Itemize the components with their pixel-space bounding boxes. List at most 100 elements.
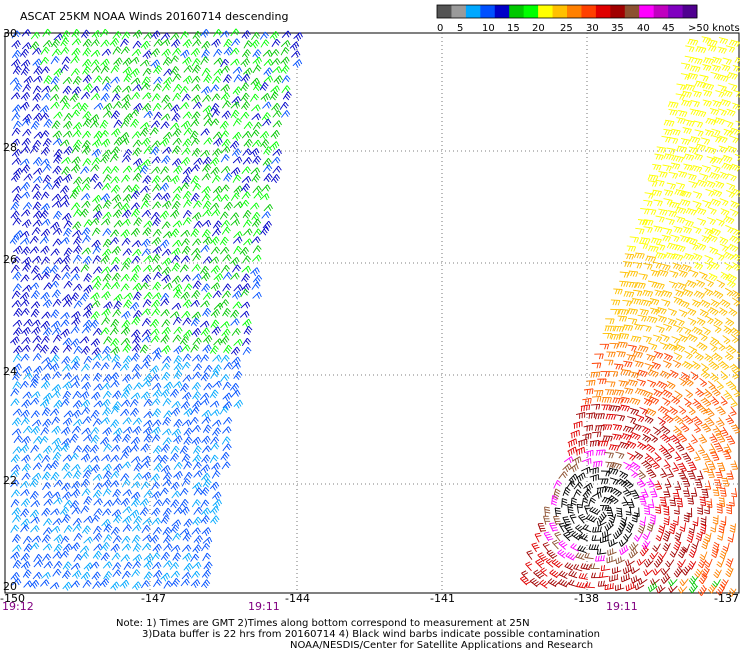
wind-barb xyxy=(200,499,210,508)
wind-barb xyxy=(119,137,130,146)
wind-barb xyxy=(91,391,101,401)
wind-barb xyxy=(584,552,594,560)
wind-barb xyxy=(585,582,595,589)
wind-barb xyxy=(131,316,141,326)
wind-barb xyxy=(655,306,667,315)
wind-barb xyxy=(232,301,242,309)
wind-barb xyxy=(153,463,163,472)
wind-barb xyxy=(590,403,601,410)
wind-barb xyxy=(616,478,628,488)
wind-barb xyxy=(53,149,63,158)
wind-barb xyxy=(141,379,152,388)
wind-barb xyxy=(132,172,142,182)
wind-barb xyxy=(91,65,101,74)
wind-barb xyxy=(619,470,629,480)
wind-barb xyxy=(180,31,189,40)
wind-barb xyxy=(191,111,201,121)
wind-barb xyxy=(649,433,658,443)
wind-barb xyxy=(684,84,696,92)
wind-barb xyxy=(93,75,103,84)
wind-barb xyxy=(30,391,41,399)
wind-barb xyxy=(709,246,719,255)
wind-barb xyxy=(71,156,81,166)
wind-barb xyxy=(170,407,181,417)
wind-barb xyxy=(219,30,230,38)
wind-barb xyxy=(122,374,132,383)
wind-barb xyxy=(62,381,72,391)
wind-barb xyxy=(591,431,602,438)
wind-barb xyxy=(171,200,181,210)
wind-barb xyxy=(111,246,121,256)
wind-barb xyxy=(52,518,62,526)
wind-barb xyxy=(113,57,123,67)
wind-barb xyxy=(180,156,191,166)
wind-barb xyxy=(210,265,221,275)
wind-barb xyxy=(20,518,30,528)
wind-barb xyxy=(111,257,121,266)
wind-barb xyxy=(121,209,132,219)
wind-barb xyxy=(632,350,643,359)
wind-barb xyxy=(223,344,233,354)
wind-barb xyxy=(622,486,632,497)
wind-barb xyxy=(669,270,679,278)
wind-barb xyxy=(12,446,22,454)
wind-barb xyxy=(213,68,223,76)
wind-barb xyxy=(613,325,625,332)
wind-barb xyxy=(263,67,273,77)
wind-barb xyxy=(716,503,723,514)
wind-barb xyxy=(647,379,657,388)
wind-barb xyxy=(83,464,93,473)
wind-barb xyxy=(667,443,675,453)
wind-barb xyxy=(70,273,80,282)
wind-barb xyxy=(691,326,703,336)
wind-barb xyxy=(663,449,673,460)
wind-barb xyxy=(253,191,263,199)
wind-barb xyxy=(583,424,593,432)
wind-barb xyxy=(189,130,199,140)
wind-barb xyxy=(81,525,91,535)
wind-barb xyxy=(704,353,714,363)
wind-barb xyxy=(676,216,686,224)
wind-barb xyxy=(729,127,740,136)
wind-barb xyxy=(43,561,53,569)
wind-barb xyxy=(677,282,687,291)
wind-barb xyxy=(199,320,210,328)
wind-barb xyxy=(82,580,92,588)
wind-barb xyxy=(142,92,152,100)
wind-barb xyxy=(109,153,119,163)
wind-barb xyxy=(710,451,720,461)
wind-barb xyxy=(81,444,91,454)
wind-barb xyxy=(60,319,70,328)
wind-barb xyxy=(72,130,82,138)
wind-barb xyxy=(653,556,664,568)
wind-barb xyxy=(21,344,31,353)
wind-barb xyxy=(62,372,72,380)
wind-barb xyxy=(688,180,698,189)
wind-barb xyxy=(91,514,100,524)
wind-barb xyxy=(730,397,738,408)
wind-barb xyxy=(220,220,231,228)
wind-barb xyxy=(63,525,73,534)
wind-barb xyxy=(131,534,141,544)
wind-barb xyxy=(657,417,666,426)
wind-barb xyxy=(32,92,42,102)
wind-barb xyxy=(622,261,633,268)
wind-barb xyxy=(568,579,578,588)
wind-barb xyxy=(21,246,31,256)
wind-barb xyxy=(242,255,252,264)
wind-barb xyxy=(578,513,587,524)
wind-barb xyxy=(100,218,111,226)
wind-barb xyxy=(699,551,708,561)
wind-barb xyxy=(131,524,142,532)
wind-barb xyxy=(92,361,102,370)
wind-barb xyxy=(605,461,615,469)
wind-barb xyxy=(731,253,740,263)
wind-barb xyxy=(182,532,192,542)
wind-barb xyxy=(132,40,142,49)
wind-barb xyxy=(181,478,191,487)
wind-barb xyxy=(103,571,113,580)
wind-barb xyxy=(703,388,713,399)
wind-barb xyxy=(241,283,251,292)
wind-barb xyxy=(630,575,641,584)
wind-barb xyxy=(91,29,101,39)
